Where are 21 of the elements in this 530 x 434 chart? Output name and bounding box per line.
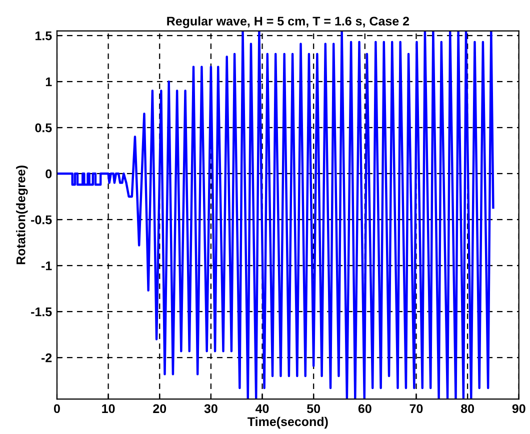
x-tick-label: 60 — [358, 404, 372, 414]
y-tick-label: -2 — [41, 353, 52, 362]
x-tick-label: 10 — [102, 404, 115, 414]
y-axis-title: Rotation(degree) — [16, 166, 28, 264]
y-tick-label: 1 — [46, 78, 52, 86]
x-tick-label: 0 — [54, 404, 60, 414]
x-tick-label: 90 — [512, 404, 526, 414]
y-tick-label: 0.5 — [35, 123, 52, 132]
y-tick-label: -1.5 — [31, 308, 52, 316]
x-tick-label: 80 — [460, 404, 474, 414]
y-tick-label: 1.5 — [36, 32, 52, 40]
x-axis-title: Time(second) — [248, 416, 328, 429]
x-tick-label: 20 — [153, 404, 166, 414]
y-tick-label: -1 — [41, 262, 52, 270]
y-tick-label: -0.5 — [31, 215, 52, 224]
x-tick-label: 30 — [204, 404, 218, 414]
x-tick-label: 70 — [410, 404, 423, 414]
y-tick-label: 0 — [46, 169, 52, 178]
x-tick-label: 50 — [307, 404, 320, 414]
chart-title: Regular wave, H = 5 cm, T = 1.6 s, Case 2 — [167, 16, 410, 28]
x-tick-label: 40 — [256, 404, 269, 414]
